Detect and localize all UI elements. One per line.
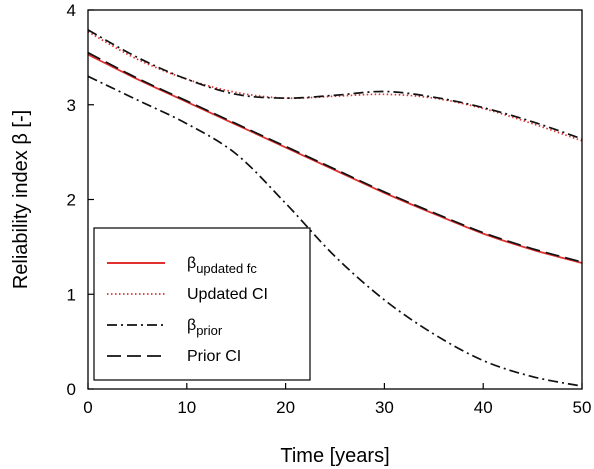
legend-label: βprior <box>187 317 223 338</box>
y-tick-label: 0 <box>67 380 76 399</box>
legend-label: Prior CI <box>187 348 241 365</box>
x-tick-label: 0 <box>83 398 92 417</box>
legend-label-subscript: prior <box>196 323 223 338</box>
legend-label: βupdated fc <box>187 255 257 276</box>
series-line-4 <box>87 29 583 140</box>
legend-box <box>93 227 311 381</box>
legend-label-subscript: updated fc <box>196 261 257 276</box>
series-line-2 <box>87 75 583 387</box>
series-line-0 <box>87 53 583 264</box>
series-line-3 <box>87 51 583 263</box>
x-tick-label: 30 <box>375 398 394 417</box>
y-tick-label: 3 <box>67 96 76 115</box>
x-tick-label: 20 <box>276 398 295 417</box>
legend-label-main: β <box>187 255 196 272</box>
y-tick-label: 1 <box>67 285 76 304</box>
y-tick-label: 4 <box>67 1 76 20</box>
x-tick-label: 50 <box>573 398 592 417</box>
legend-label-main: β <box>187 317 196 334</box>
x-axis-label: Time [years] <box>280 445 389 467</box>
y-axis-label: Reliability index β [-] <box>10 110 32 289</box>
series-layer <box>87 29 583 387</box>
series-line-1 <box>87 31 583 142</box>
legend-label: Updated CI <box>187 286 268 303</box>
x-tick-label: 10 <box>177 398 196 417</box>
ticks-layer: 0 10 20 30 40 50 0 1 2 3 4 <box>67 1 592 417</box>
legend-label-main: Prior CI <box>187 348 241 365</box>
legend-label-main: Updated CI <box>187 286 268 303</box>
y-tick-label: 2 <box>67 191 76 210</box>
x-tick-label: 40 <box>474 398 493 417</box>
